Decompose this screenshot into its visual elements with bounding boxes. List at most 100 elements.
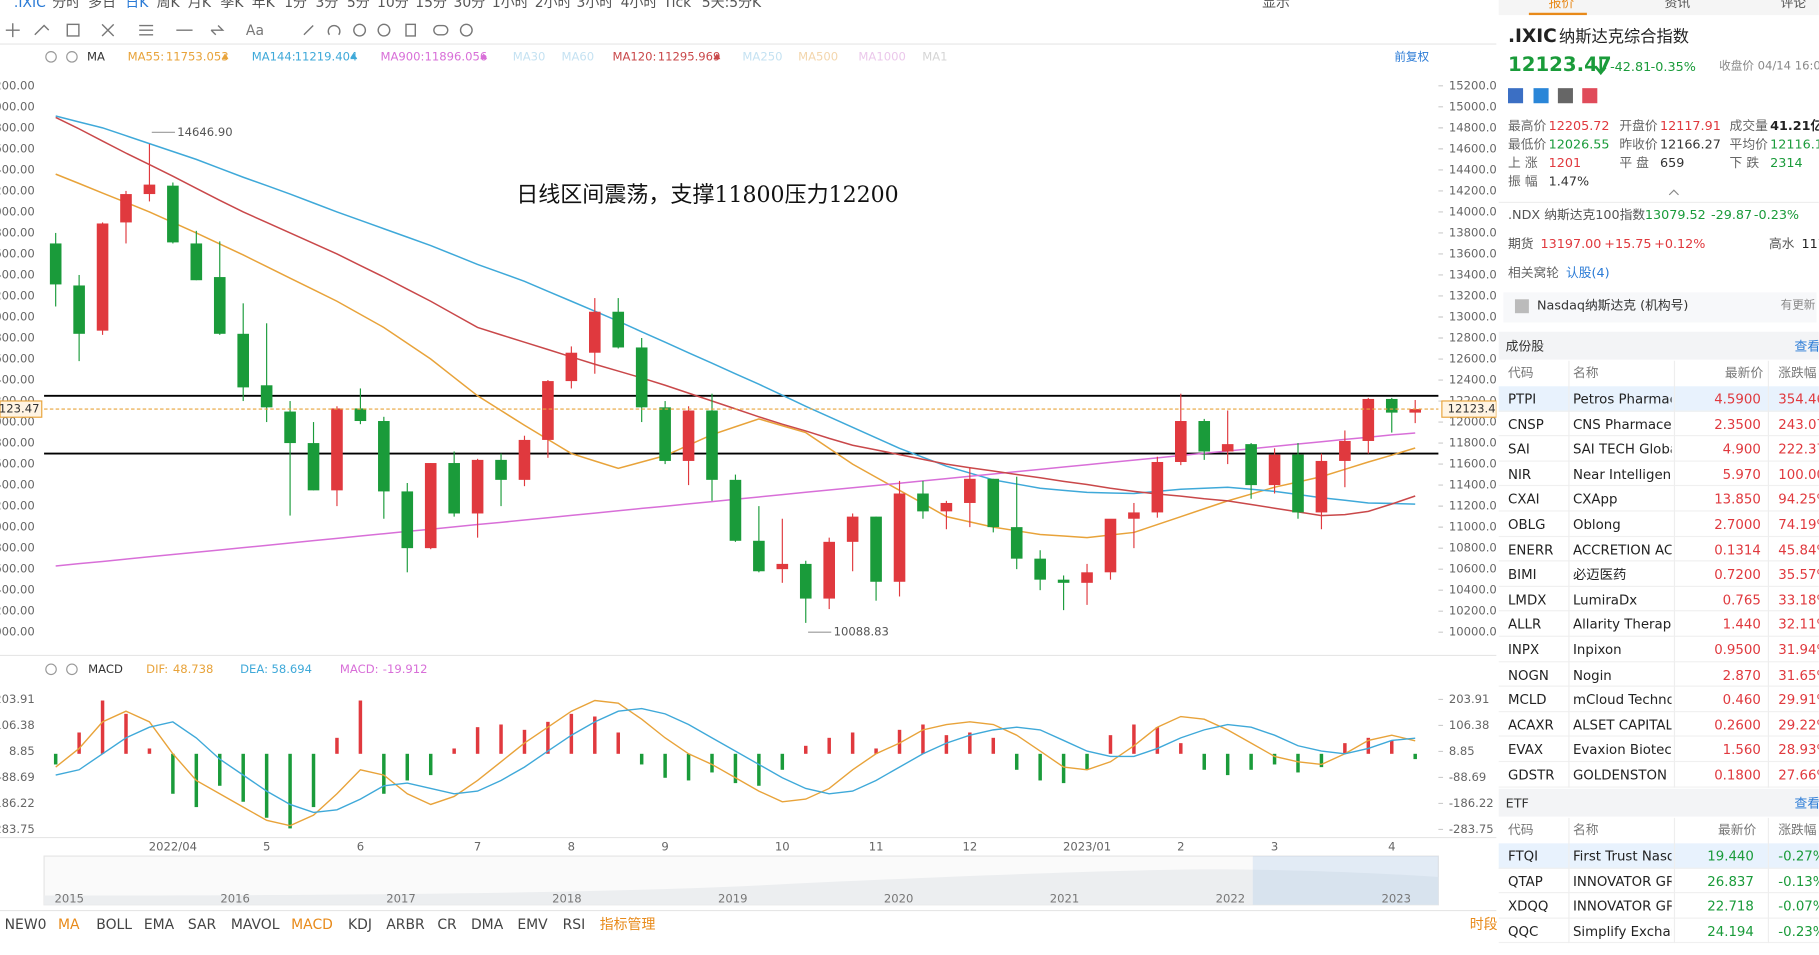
row-code[interactable]: ALLR bbox=[1508, 616, 1542, 633]
period-tab[interactable]: 3小时 bbox=[576, 0, 614, 11]
period-tab[interactable]: 月K bbox=[187, 0, 211, 11]
y-tick-label-left: 14200.00 bbox=[0, 183, 35, 197]
row-name[interactable]: INNOVATOR GR bbox=[1572, 898, 1672, 915]
y-tick-label: 11800.00 bbox=[1449, 436, 1497, 450]
legend-arrow bbox=[350, 53, 358, 60]
period-tab[interactable]: 10分 bbox=[377, 0, 409, 11]
indicator-tab[interactable]: NEW0 bbox=[4, 916, 47, 933]
panel-tab[interactable]: 报价 bbox=[1548, 0, 1575, 11]
row-name[interactable]: SAI TECH Globa bbox=[1572, 441, 1672, 458]
row-code[interactable]: CXAI bbox=[1508, 491, 1540, 508]
macd-bar bbox=[1319, 753, 1324, 768]
period-tab[interactable]: Tick bbox=[663, 0, 692, 11]
row-divider bbox=[1498, 510, 1819, 512]
period-tab[interactable]: 30分 bbox=[453, 0, 486, 11]
row-code[interactable]: PTPI bbox=[1508, 390, 1537, 408]
navigator-window[interactable] bbox=[1252, 856, 1439, 905]
collapse-caret[interactable] bbox=[1667, 188, 1681, 197]
indicator-tab[interactable]: MA bbox=[58, 916, 80, 933]
row-name[interactable]: 必迈医药 bbox=[1572, 566, 1627, 583]
row-code[interactable]: OBLG bbox=[1508, 516, 1546, 533]
indicator-tab[interactable]: EMV bbox=[517, 916, 548, 933]
y-tick-label: 11600.00 bbox=[1449, 457, 1497, 471]
toolbar-icons[interactable] bbox=[5, 23, 473, 38]
period-tab[interactable]: 5天:5分K bbox=[701, 0, 762, 11]
row-name[interactable]: LumiraDx bbox=[1572, 591, 1638, 608]
period-tab[interactable]: 2小时 bbox=[534, 0, 572, 11]
warrants-link[interactable]: 认股(4) bbox=[1566, 265, 1610, 281]
indicator-tab[interactable]: CR bbox=[437, 916, 457, 933]
row-name[interactable]: CNS Pharmace bbox=[1572, 415, 1672, 433]
period-tab[interactable]: 1小时 bbox=[491, 0, 529, 11]
period-tab[interactable]: 3分 bbox=[315, 0, 339, 11]
indicator-tab[interactable]: 指标管理 bbox=[599, 916, 656, 933]
row-code[interactable]: EVAX bbox=[1508, 741, 1543, 758]
indicator-tab[interactable]: EMA bbox=[143, 916, 175, 933]
period-tab[interactable]: 季K bbox=[220, 0, 244, 11]
row-code[interactable]: NIR bbox=[1508, 466, 1532, 483]
indicator-tab[interactable]: MAVOL bbox=[230, 916, 280, 933]
macd-bar bbox=[241, 753, 245, 802]
row-code[interactable]: FTQI bbox=[1508, 847, 1539, 865]
row-code[interactable]: NOGN bbox=[1508, 666, 1549, 683]
row-code[interactable]: CNSP bbox=[1508, 415, 1544, 433]
legend-value: 48.738 bbox=[173, 662, 214, 676]
section-more[interactable]: 查看 bbox=[1794, 338, 1819, 354]
y-tick-label: 10000.00 bbox=[1449, 625, 1497, 639]
symbol-tab[interactable]: .IXIC bbox=[13, 0, 46, 11]
row-code[interactable]: ENERR bbox=[1508, 541, 1554, 558]
row-name[interactable]: Inpixon bbox=[1572, 641, 1622, 658]
indicator-tab[interactable]: DMA bbox=[470, 916, 504, 933]
row-name[interactable]: ACCRETION AC bbox=[1572, 541, 1672, 558]
row-name[interactable]: mCloud Techno bbox=[1572, 691, 1672, 708]
row-name[interactable]: Simplify Exchange bbox=[1572, 923, 1672, 940]
row-code[interactable]: INPX bbox=[1508, 641, 1540, 658]
row-code[interactable]: ACAXR bbox=[1508, 716, 1554, 733]
section-more[interactable]: 查看 bbox=[1794, 795, 1819, 811]
period-tab[interactable]: 4小时 bbox=[620, 0, 658, 11]
macd-line bbox=[55, 707, 1416, 814]
row-name[interactable]: Evaxion Biotech bbox=[1572, 741, 1672, 758]
period-tab[interactable]: 分时 bbox=[52, 0, 81, 11]
period-tab[interactable]: 年K bbox=[251, 0, 275, 11]
macd-bar bbox=[358, 700, 363, 754]
row-name[interactable]: GOLDENSTON bbox=[1572, 766, 1668, 783]
y-tick-label-left: 10400.00 bbox=[0, 583, 35, 597]
row-code[interactable]: SAI bbox=[1508, 441, 1530, 458]
row-code[interactable]: MCLD bbox=[1508, 691, 1547, 708]
panel-tab[interactable]: 评论 bbox=[1780, 0, 1807, 11]
indicator-tab[interactable]: RSI bbox=[562, 916, 586, 933]
row-code[interactable]: QQC bbox=[1508, 923, 1539, 940]
row-name[interactable]: ALSET CAPITAL bbox=[1572, 716, 1672, 733]
display-button[interactable]: 显示 bbox=[1262, 0, 1290, 11]
period-tab[interactable]: 15分 bbox=[415, 0, 447, 11]
row-name[interactable]: Near Intelligenc bbox=[1572, 466, 1672, 483]
row-name[interactable]: Oblong bbox=[1572, 516, 1621, 533]
period-tab[interactable]: 多日 bbox=[88, 0, 117, 11]
indicator-tab[interactable]: SAR bbox=[187, 916, 217, 933]
row-code[interactable]: BIMI bbox=[1508, 566, 1537, 583]
panel-tab[interactable]: 资讯 bbox=[1664, 0, 1691, 11]
row-name[interactable]: INNOVATOR GR bbox=[1572, 873, 1672, 890]
row-code[interactable]: QTAP bbox=[1508, 873, 1543, 890]
period-tab[interactable]: 日K bbox=[125, 0, 149, 11]
row-name[interactable]: Allarity Therape bbox=[1572, 616, 1672, 633]
indicator-tab[interactable]: KDJ bbox=[348, 916, 372, 933]
row-code[interactable]: XDQQ bbox=[1508, 898, 1549, 915]
x-tick-label: 9 bbox=[661, 839, 668, 853]
row-name[interactable]: CXApp bbox=[1572, 491, 1618, 508]
indicator-tab[interactable]: MACD bbox=[291, 916, 333, 933]
row-name[interactable]: First Trust Nasda bbox=[1572, 847, 1672, 865]
indicator-tab[interactable]: BOLL bbox=[96, 916, 133, 933]
row-name[interactable]: Nogin bbox=[1572, 666, 1612, 683]
indicator-tab[interactable]: ARBR bbox=[386, 916, 425, 933]
account-name[interactable]: Nasdaq纳斯达克 (机构号) bbox=[1537, 298, 1689, 314]
font-button[interactable]: Aa bbox=[245, 22, 264, 39]
row-code[interactable]: LMDX bbox=[1508, 591, 1547, 608]
period-tab[interactable]: 1分 bbox=[284, 0, 307, 11]
period-tab[interactable]: 周K bbox=[156, 0, 180, 11]
period-tab[interactable]: 5分 bbox=[346, 0, 370, 11]
period-button[interactable]: 时段 bbox=[1469, 916, 1498, 933]
row-name[interactable]: Petros Pharmac bbox=[1572, 390, 1672, 408]
row-code[interactable]: GDSTR bbox=[1508, 766, 1555, 783]
